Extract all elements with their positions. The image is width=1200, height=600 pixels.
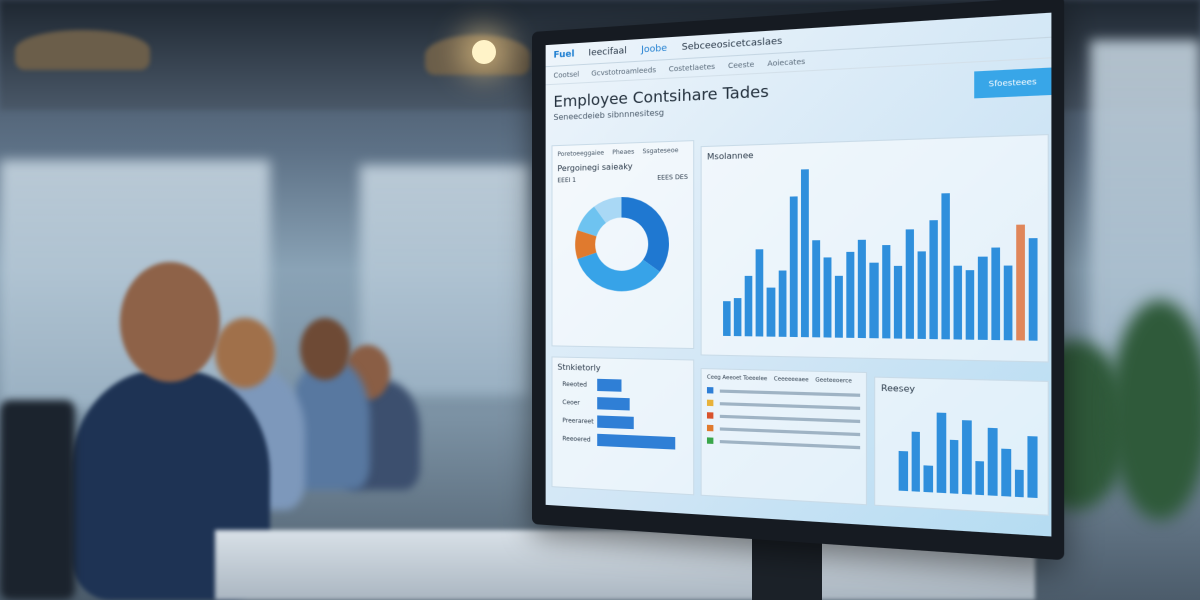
bar: [835, 275, 844, 338]
donut-segment: [621, 207, 658, 266]
bar: [869, 262, 879, 339]
person-head: [120, 262, 220, 382]
bar: [812, 239, 821, 338]
bar: [1003, 265, 1013, 341]
hbar: [597, 433, 676, 450]
bar: [953, 266, 963, 340]
dashboard-screen: Fuel Ieecifaal Joobe Sebceeosicetcaslaes…: [545, 12, 1052, 537]
nav-link[interactable]: Gcvstotroamleeds: [591, 65, 657, 78]
hbar: [597, 397, 630, 411]
tab[interactable]: Poretoeeggaiee: [557, 149, 605, 159]
table-header: Ceeg Aeeoet Toeeelee: [706, 374, 768, 383]
color-swatch: [706, 387, 714, 394]
bar: [823, 257, 832, 338]
bar: [767, 287, 775, 337]
bar: [936, 412, 946, 494]
bar: [1028, 237, 1038, 341]
bar: [1027, 436, 1038, 499]
bar: [846, 252, 855, 338]
hbar-panel: Stnkietorly Reeoted Ceoer Preerareet Reeoer…: [551, 356, 695, 496]
hbar-label: Reeoted: [562, 380, 587, 389]
color-swatch: [706, 412, 714, 419]
donut-segment: [587, 255, 651, 281]
bar: [1001, 448, 1011, 497]
hbar-label: Ceoer: [562, 399, 580, 407]
person-head: [300, 318, 350, 380]
bar: [975, 461, 985, 496]
table-row: [706, 412, 861, 424]
hbar-label: Preerareet: [562, 417, 594, 426]
bar: [941, 192, 951, 340]
tab[interactable]: Ssgateseoe: [642, 146, 679, 156]
color-swatch: [706, 399, 714, 407]
nav-link[interactable]: Ceeste: [727, 59, 755, 70]
table-panel: Ceeg Aeeoet Toeeelee Ceeeeeeaee Geeteeoe…: [700, 368, 868, 506]
bar: [978, 256, 988, 340]
tab[interactable]: Pheaes: [612, 148, 635, 157]
bar: [923, 465, 933, 493]
bar: [905, 229, 914, 339]
panel-title: Reesey: [881, 383, 916, 395]
hbar: [597, 378, 622, 392]
cta-button[interactable]: Sfoesteees: [974, 67, 1052, 99]
color-swatch: [706, 424, 714, 432]
table-row: [706, 387, 861, 398]
bar: [881, 244, 890, 339]
logo: Fuel: [553, 48, 575, 61]
bar: [988, 427, 998, 496]
nav-link[interactable]: Costetlaetes: [668, 62, 716, 74]
bar: [755, 249, 764, 337]
bar-chart: [723, 163, 1038, 341]
color-swatch: [706, 437, 714, 444]
nav-link[interactable]: Cootsel: [553, 69, 580, 80]
top-link[interactable]: Ieecifaal: [588, 45, 627, 59]
mini-bar-chart: [898, 411, 1038, 499]
bar: [962, 420, 972, 495]
chair: [0, 400, 75, 600]
bar: [1014, 469, 1025, 498]
light-bulb: [472, 40, 496, 64]
hbar-label: Reeoered: [562, 435, 591, 444]
top-link[interactable]: Joobe: [641, 43, 667, 55]
bar: [744, 275, 753, 337]
table-row: [706, 424, 861, 437]
window-center: [360, 165, 530, 395]
bar: [990, 247, 1000, 341]
donut-segment: [585, 233, 587, 256]
bar: [733, 297, 742, 337]
bar-panel: Msolannee: [700, 133, 1049, 363]
donut-panel: Poretoeeggaiee Pheaes Ssgateseoe Pergoin…: [552, 140, 695, 350]
nav-link[interactable]: Aoiecates: [767, 56, 806, 68]
panel-title: Pergoinegi saieaky: [557, 161, 633, 174]
monitor: Fuel Ieecifaal Joobe Sebceeosicetcaslaes…: [532, 0, 1065, 561]
plant: [1110, 300, 1200, 520]
person-head: [215, 318, 275, 388]
ceiling-lamp: [15, 30, 150, 70]
top-link[interactable]: Sebceeosicetcaslaes: [681, 35, 783, 53]
bar: [949, 439, 959, 494]
bar: [893, 266, 902, 339]
mini-bar-panel: Reesey: [874, 376, 1049, 516]
panel-title: Stnkietorly: [557, 362, 601, 373]
table-header: Geeteeoerce: [815, 377, 852, 385]
table-row: [706, 437, 861, 450]
table-header: Ceeeeeeaee: [773, 376, 809, 384]
bar: [723, 301, 731, 337]
bar: [898, 450, 908, 492]
donut-chart: [557, 181, 687, 306]
hbar: [597, 415, 634, 430]
table-row: [706, 399, 861, 411]
bar: [789, 196, 798, 338]
bar: [966, 269, 975, 340]
bar: [917, 251, 926, 340]
donut-segment: [587, 215, 600, 233]
bar: [911, 431, 921, 492]
bar: [858, 239, 867, 339]
donut-segment: [600, 207, 621, 214]
panel-title: Msolannee: [706, 150, 754, 162]
bar: [778, 270, 787, 337]
bar: [800, 169, 809, 338]
bar: [1015, 224, 1025, 341]
bar: [929, 220, 938, 340]
